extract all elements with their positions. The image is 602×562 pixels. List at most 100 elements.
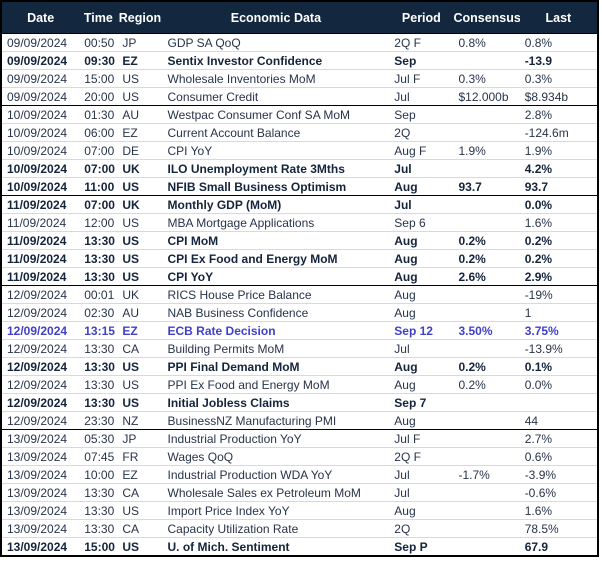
cell-date: 09/09/2024 — [1, 69, 80, 88]
cell-event: CPI MoM — [162, 231, 390, 250]
cell-region: US — [117, 375, 163, 394]
cell-last: 1.6% — [519, 501, 598, 520]
table-row: 13/09/2024 07:45 FR Wages QoQ 2Q F 0.6% — [1, 447, 598, 466]
cell-time: 13:30 — [79, 519, 118, 538]
header-region: Region — [117, 1, 163, 34]
cell-last: 93.7 — [519, 177, 598, 196]
cell-period: Jul — [389, 465, 454, 484]
cell-last: 78.5% — [519, 519, 598, 538]
cell-consensus: 0.2% — [453, 375, 520, 394]
cell-time: 05:30 — [79, 429, 118, 448]
cell-time: 07:00 — [79, 159, 118, 178]
table-row: 12/09/2024 02:30 AU NAB Business Confidence… — [1, 303, 598, 322]
cell-date: 12/09/2024 — [1, 303, 80, 322]
cell-time: 13:30 — [79, 339, 118, 358]
cell-period: Sep — [389, 51, 454, 70]
cell-date: 10/09/2024 — [1, 105, 80, 124]
table-row: 10/09/2024 07:00 UK ILO Unemployment Rate 3… — [1, 159, 598, 178]
cell-consensus: 0.2% — [453, 249, 520, 268]
cell-region: AU — [117, 105, 163, 124]
cell-consensus — [453, 429, 520, 448]
cell-period: Aug — [389, 285, 454, 304]
cell-consensus: 2.6% — [453, 267, 520, 286]
header-period: Period — [389, 1, 454, 34]
cell-consensus: 93.7 — [453, 177, 520, 196]
cell-last: 44 — [519, 411, 598, 430]
table-row: 12/09/2024 13:30 US PPI Final Demand MoM Aug… — [1, 357, 598, 376]
table-row: 10/09/2024 06:00 EZ Current Account Balance… — [1, 123, 598, 142]
cell-date: 13/09/2024 — [1, 537, 80, 556]
cell-consensus — [453, 393, 520, 412]
cell-region: US — [117, 267, 163, 286]
cell-time: 02:30 — [79, 303, 118, 322]
cell-event: Westpac Consumer Conf SA MoM — [162, 105, 390, 124]
table-row: 09/09/2024 20:00 US Consumer Credit Jul $12.0… — [1, 87, 598, 106]
table-row: 11/09/2024 07:00 UK Monthly GDP (MoM) Jul 0.0… — [1, 195, 598, 214]
header-consensus: Consensus — [453, 1, 520, 34]
cell-period: Aug — [389, 411, 454, 430]
header-row: Date Time Region Economic Data Period Co… — [1, 1, 598, 34]
cell-consensus: $12.000b — [453, 87, 520, 106]
cell-date: 12/09/2024 — [1, 393, 80, 412]
cell-last: 2.8% — [519, 105, 598, 124]
cell-time: 13:30 — [79, 393, 118, 412]
cell-period: Jul F — [389, 69, 454, 88]
cell-time: 23:30 — [79, 411, 118, 430]
cell-date: 13/09/2024 — [1, 447, 80, 466]
cell-time: 13:15 — [79, 321, 118, 340]
cell-time: 13:30 — [79, 501, 118, 520]
table-row: 11/09/2024 13:30 US CPI Ex Food and Energy … — [1, 249, 598, 268]
cell-date: 12/09/2024 — [1, 321, 80, 340]
cell-last: 0.2% — [519, 249, 598, 268]
cell-time: 00:50 — [84, 35, 115, 50]
cell-event: CPI Ex Food and Energy MoM — [162, 249, 390, 268]
cell-region: US — [117, 177, 163, 196]
cell-last: -124.6m — [519, 123, 598, 142]
cell-region: US — [117, 501, 163, 520]
cell-date: 13/09/2024 — [1, 501, 80, 520]
cell-region: DE — [117, 141, 163, 160]
cell-consensus — [453, 159, 520, 178]
cell-time: 00:01 — [79, 285, 118, 304]
cell-consensus: 0.2% — [453, 357, 520, 376]
table-body: 09/09/2024 00:50 JP GDP SA QoQ 2Q F 0.8% 0.8% 0… — [1, 34, 598, 556]
cell-event: Wholesale Sales ex Petroleum MoM — [162, 483, 390, 502]
cell-date: 12/09/2024 — [1, 339, 80, 358]
cell-period: 2Q F — [389, 447, 454, 466]
cell-consensus — [453, 303, 520, 322]
cell-event: PPI Ex Food and Energy MoM — [162, 375, 390, 394]
cell-period: Jul — [389, 159, 454, 178]
table-row: 13/09/2024 13:30 US Import Price Index YoY A… — [1, 501, 598, 520]
cell-last: 0.2% — [519, 231, 598, 250]
cell-last: 3.75% — [519, 321, 598, 340]
cell-region: EZ — [117, 123, 163, 142]
cell-event: U. of Mich. Sentiment — [162, 537, 390, 556]
header-last: Last — [519, 1, 598, 34]
cell-date: 11/09/2024 — [1, 231, 80, 250]
cell-period: Jul — [389, 195, 454, 214]
cell-consensus — [453, 213, 520, 232]
cell-last: -3.9% — [519, 465, 598, 484]
cell-time: 09:30 — [79, 51, 118, 70]
cell-period: Sep P — [389, 537, 454, 556]
cell-last: 0.1% — [519, 357, 598, 376]
table-row: 11/09/2024 12:00 US MBA Mortgage Applicatio… — [1, 213, 598, 232]
cell-date: 10/09/2024 — [1, 141, 80, 160]
cell-event: Industrial Production YoY — [162, 429, 390, 448]
cell-date: 13/09/2024 — [1, 519, 80, 538]
cell-region: AU — [117, 303, 163, 322]
cell-event: Consumer Credit — [162, 87, 390, 106]
table-row: 12/09/2024 23:30 NZ BusinessNZ Manufacturin… — [1, 411, 598, 430]
cell-event: Current Account Balance — [162, 123, 390, 142]
table-row: 09/09/2024 15:00 US Wholesale Inventories M… — [1, 69, 598, 88]
cell-period: Sep 7 — [389, 393, 454, 412]
cell-consensus: 0.3% — [453, 69, 520, 88]
cell-period: Jul — [389, 339, 454, 358]
cell-time: 11:00 — [79, 177, 118, 196]
cell-date: 11/09/2024 — [1, 213, 80, 232]
cell-region: UK — [117, 285, 163, 304]
cell-time: 12:00 — [79, 213, 118, 232]
cell-period: Jul — [389, 483, 454, 502]
cell-last: 2.7% — [519, 429, 598, 448]
